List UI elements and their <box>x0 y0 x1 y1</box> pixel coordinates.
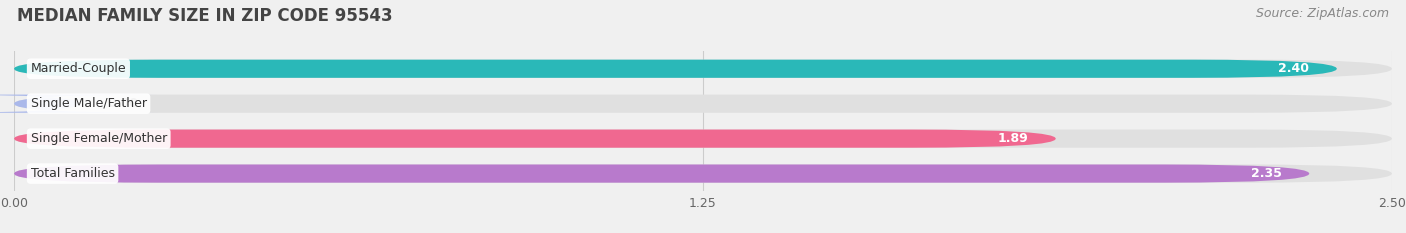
Text: Married-Couple: Married-Couple <box>31 62 127 75</box>
FancyBboxPatch shape <box>14 130 1056 148</box>
Text: Total Families: Total Families <box>31 167 115 180</box>
FancyBboxPatch shape <box>14 60 1337 78</box>
FancyBboxPatch shape <box>14 164 1392 183</box>
FancyBboxPatch shape <box>14 95 1392 113</box>
FancyBboxPatch shape <box>0 95 157 113</box>
Text: 2.35: 2.35 <box>1251 167 1282 180</box>
Text: Source: ZipAtlas.com: Source: ZipAtlas.com <box>1256 7 1389 20</box>
FancyBboxPatch shape <box>14 164 1309 183</box>
Text: 0.00: 0.00 <box>108 97 139 110</box>
Text: Single Male/Father: Single Male/Father <box>31 97 146 110</box>
FancyBboxPatch shape <box>14 130 1392 148</box>
FancyBboxPatch shape <box>14 60 1392 78</box>
Text: 1.89: 1.89 <box>997 132 1028 145</box>
Text: MEDIAN FAMILY SIZE IN ZIP CODE 95543: MEDIAN FAMILY SIZE IN ZIP CODE 95543 <box>17 7 392 25</box>
Text: 2.40: 2.40 <box>1278 62 1309 75</box>
Text: Single Female/Mother: Single Female/Mother <box>31 132 167 145</box>
